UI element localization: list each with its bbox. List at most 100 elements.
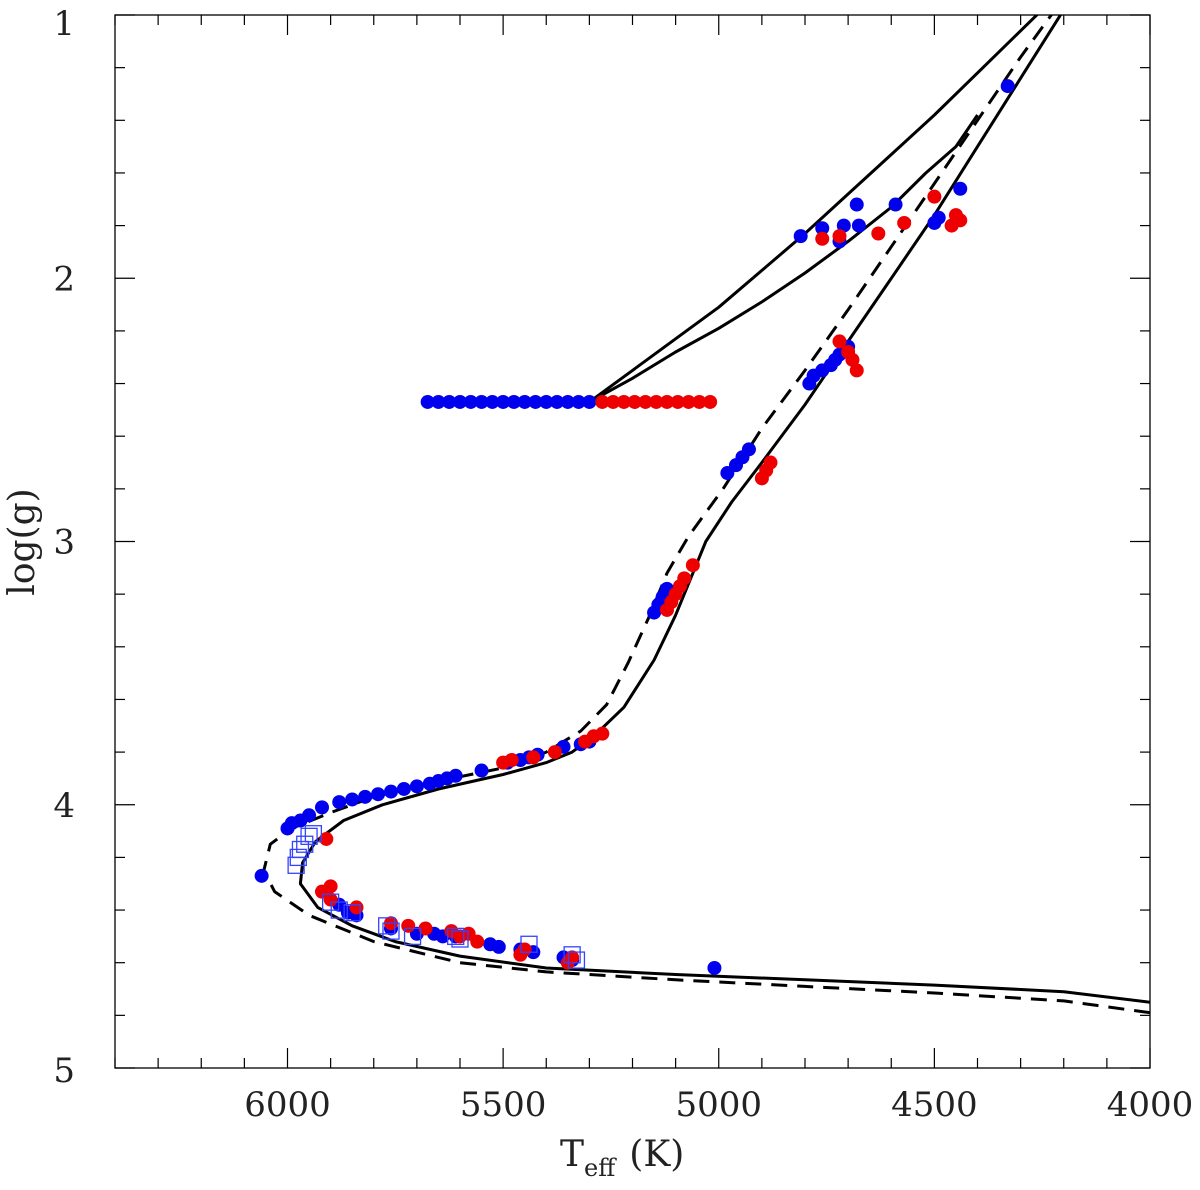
series-lines (262, 15, 1150, 1015)
red-point (401, 918, 416, 933)
blue-point (409, 779, 424, 794)
blue-point (550, 394, 565, 409)
isochrone-dashed-main (262, 15, 1150, 1015)
blue-point (720, 466, 735, 481)
red-points (315, 189, 968, 970)
blue-point (485, 394, 500, 409)
blue-point (888, 197, 903, 212)
blue-point (422, 776, 437, 791)
red-point (692, 394, 707, 409)
y-tick-label: 4 (53, 786, 75, 826)
x-tick-label: 4000 (1107, 1085, 1194, 1125)
y-tick-label: 5 (53, 1051, 75, 1091)
red-point (681, 394, 696, 409)
red-point (670, 394, 685, 409)
square-marker (300, 827, 318, 845)
blue-point (931, 210, 946, 225)
blue-point (560, 394, 575, 409)
red-point (815, 231, 830, 246)
red-point (513, 947, 528, 962)
blue-point (802, 376, 817, 391)
red-point (948, 208, 963, 223)
blue-point (431, 394, 446, 409)
blue-point (582, 394, 597, 409)
blue-point (647, 605, 662, 620)
red-point (849, 363, 864, 378)
x-tick-label: 6000 (244, 1085, 331, 1125)
blue-point (815, 221, 830, 236)
x-axis-label-unit: (K) (629, 1134, 684, 1175)
red-point (418, 921, 433, 936)
blue-point (332, 795, 347, 810)
blue-point (474, 394, 489, 409)
square-marker (330, 901, 348, 919)
x-axis-label-sub: eff (584, 1154, 617, 1182)
red-point (897, 215, 912, 230)
y-tick-label: 1 (53, 4, 75, 44)
blue-point (453, 394, 467, 409)
square-marker (403, 927, 422, 946)
horizontal-branch-upper (588, 15, 1039, 404)
x-tick-label: 4500 (891, 1085, 978, 1125)
square-marker (451, 930, 469, 948)
red-point (547, 745, 562, 760)
blue-points (254, 79, 1015, 975)
red-point (871, 226, 886, 241)
red-point (649, 394, 664, 409)
blue-point (849, 197, 864, 212)
square-marker (304, 825, 323, 843)
blue-point (396, 781, 411, 796)
blue-point (474, 763, 489, 778)
square-marker (520, 935, 538, 953)
blue-point (442, 394, 457, 409)
blue-point (517, 394, 532, 409)
blue-point (851, 218, 866, 233)
blue-point (506, 394, 521, 409)
red-point (660, 394, 674, 409)
blue-point (1000, 79, 1015, 94)
x-tick-label: 5500 (460, 1085, 547, 1125)
blue-point (420, 394, 435, 409)
red-point (841, 344, 856, 359)
x-axis-label: T (560, 1134, 584, 1175)
blue-point (254, 868, 269, 883)
red-point (627, 394, 642, 409)
y-tick-label: 2 (53, 259, 75, 299)
red-point (754, 471, 769, 486)
blue-point (463, 394, 478, 409)
y-axis-title: log(g) (2, 488, 43, 595)
red-point (595, 394, 610, 409)
red-point (578, 734, 593, 749)
open-squares (287, 825, 586, 969)
red-point (832, 229, 847, 244)
square-marker (382, 922, 400, 940)
red-point (496, 755, 511, 770)
square-marker (447, 927, 465, 946)
isochrone-solid-main (298, 15, 1150, 1004)
red-point (323, 892, 338, 907)
x-axis-title: Teff (K) (560, 1134, 684, 1182)
axis-ticks (114, 14, 1151, 1069)
red-point (703, 394, 718, 409)
red-point (927, 189, 942, 204)
red-point (638, 394, 653, 409)
blue-point (836, 218, 851, 233)
square-marker (567, 951, 586, 969)
red-point (470, 934, 485, 949)
plot-frame (114, 14, 1151, 1069)
blue-point (953, 181, 968, 196)
blue-point (793, 229, 808, 244)
blue-point (371, 787, 386, 802)
red-point (616, 394, 631, 409)
red-point (606, 394, 621, 409)
red-point (349, 900, 364, 915)
blue-point (315, 800, 329, 815)
blue-point (528, 394, 543, 409)
x-tick-labels: 6000 5500 5000 4500 4000 (244, 1085, 1193, 1125)
series-points (254, 79, 1015, 975)
blue-point (571, 394, 586, 409)
blue-point (345, 792, 360, 807)
red-point (319, 831, 334, 846)
blue-point (280, 821, 295, 836)
